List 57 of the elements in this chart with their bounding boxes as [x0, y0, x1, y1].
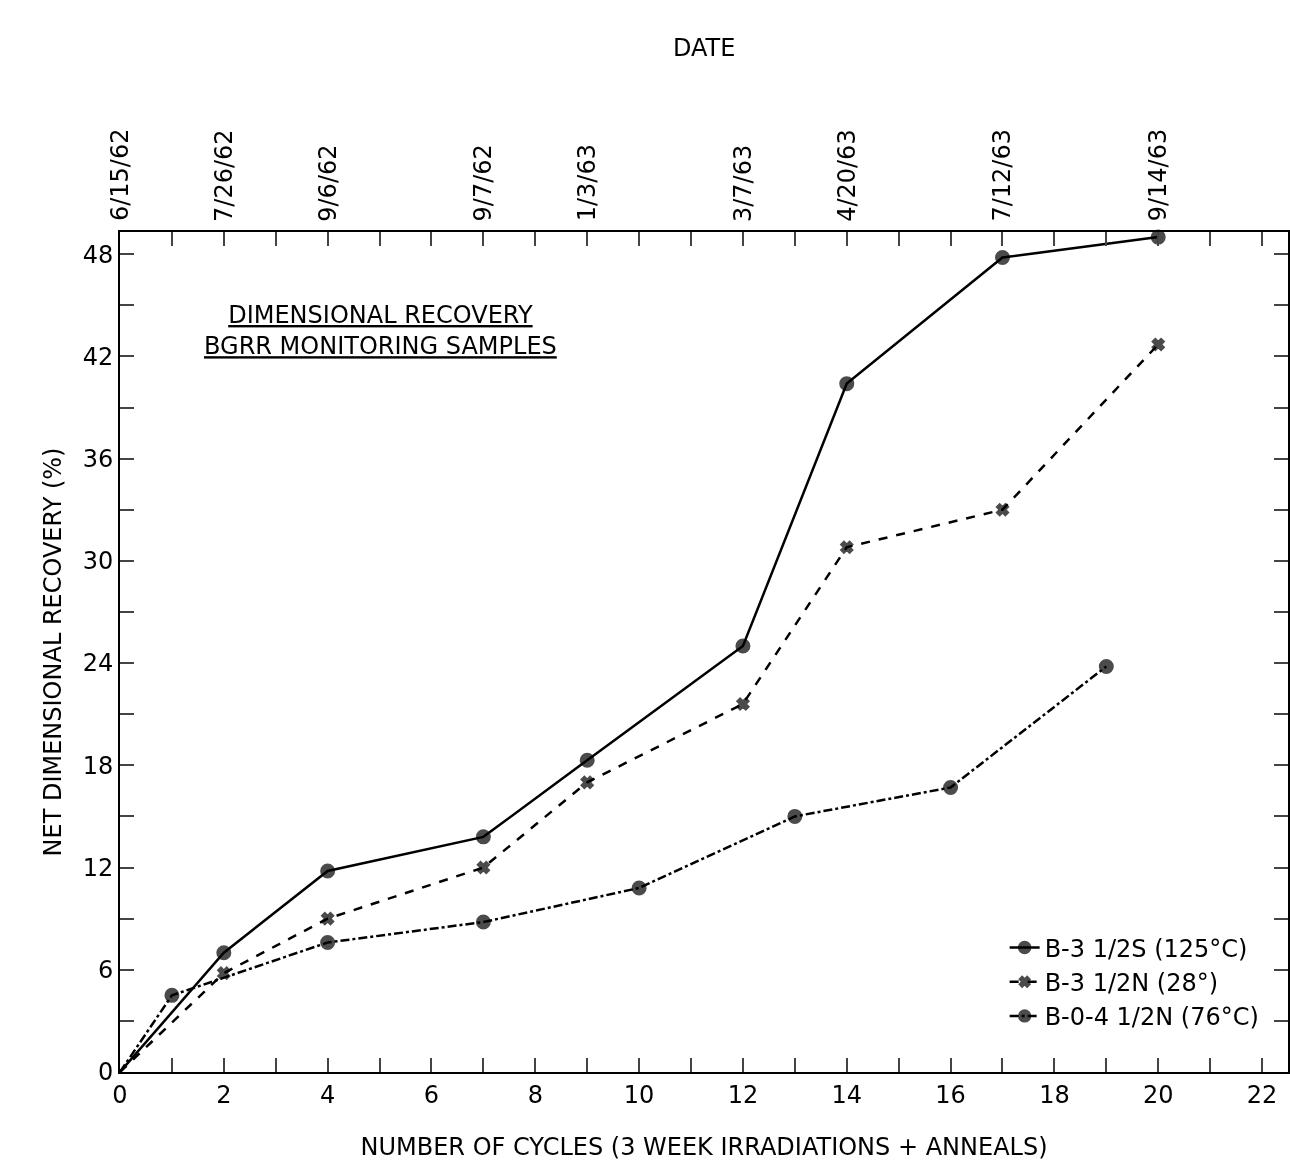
- x-tick-label: 8: [527, 1080, 543, 1109]
- point: [787, 808, 803, 824]
- text: 9/6/62: [313, 144, 342, 222]
- x-tick-label: 14: [831, 1080, 863, 1109]
- y-tick-label: 0: [97, 1058, 114, 1087]
- text: 9/14/63: [1144, 128, 1173, 222]
- x-tick-label: 22: [1246, 1080, 1278, 1109]
- point: [216, 945, 232, 961]
- x-tick-label: 2: [216, 1080, 232, 1109]
- y-tick-label: 6: [97, 956, 114, 985]
- x-tick-label: 20: [1142, 1080, 1174, 1109]
- text: 3/7/63: [728, 144, 757, 223]
- x-tick-label: 4: [320, 1080, 336, 1109]
- point: [1098, 658, 1114, 674]
- y-axis-title: NET DIMENSIONAL RECOVERY (%): [39, 447, 67, 857]
- y-tick-label: 30: [82, 547, 114, 576]
- point: [736, 697, 750, 711]
- x-tick-label: 10: [623, 1080, 655, 1109]
- legend-label: B-3 1/2N (28°): [1044, 969, 1219, 998]
- text: 4/20/63: [832, 129, 861, 222]
- x-axis-title: NUMBER OF CYCLES (3 WEEK IRRADIATIONS + ANNEALS): [360, 1133, 1048, 1161]
- y-tick-label: 42: [82, 342, 114, 371]
- text: DIMENSIONAL RECOVERY BGRR MONITORING SAMPLES: [204, 301, 557, 361]
- point: [839, 376, 855, 392]
- point: [995, 250, 1010, 266]
- point: [631, 880, 647, 896]
- point: [580, 775, 594, 789]
- x-tick-label: 6: [423, 1080, 440, 1109]
- point: [476, 860, 491, 875]
- y-tick-label: 18: [82, 751, 114, 780]
- point: [475, 829, 491, 845]
- text: 7/12/63: [988, 129, 1017, 222]
- x-tick-label: 16: [935, 1080, 966, 1109]
- legend-label: B-3 1/2S (125°C): [1044, 934, 1248, 963]
- y-tick-label: 12: [82, 853, 114, 882]
- point: [840, 540, 854, 554]
- point: [579, 752, 595, 768]
- point: [735, 638, 751, 654]
- text: 9/7/62: [469, 144, 498, 222]
- point: [320, 863, 336, 879]
- y-tick-label: 36: [82, 445, 114, 474]
- point: [943, 779, 959, 795]
- x2-axis-title: DATE: [673, 34, 736, 62]
- point: [320, 935, 336, 950]
- text: 6/15/62: [105, 128, 134, 222]
- x-tick-label: 18: [1039, 1080, 1070, 1109]
- text: 7/26/62: [209, 129, 238, 222]
- point: [475, 914, 491, 930]
- point: [995, 503, 1010, 517]
- y-tick-label: 24: [82, 649, 114, 678]
- text: 1/3/63: [573, 144, 602, 222]
- point: [164, 987, 180, 1003]
- legend-label: B-0-4 1/2N (76°C): [1044, 1003, 1259, 1032]
- point: [320, 911, 335, 926]
- point: [1151, 337, 1165, 352]
- x-tick-label: 12: [727, 1080, 759, 1109]
- y-tick-label: 48: [82, 240, 114, 269]
